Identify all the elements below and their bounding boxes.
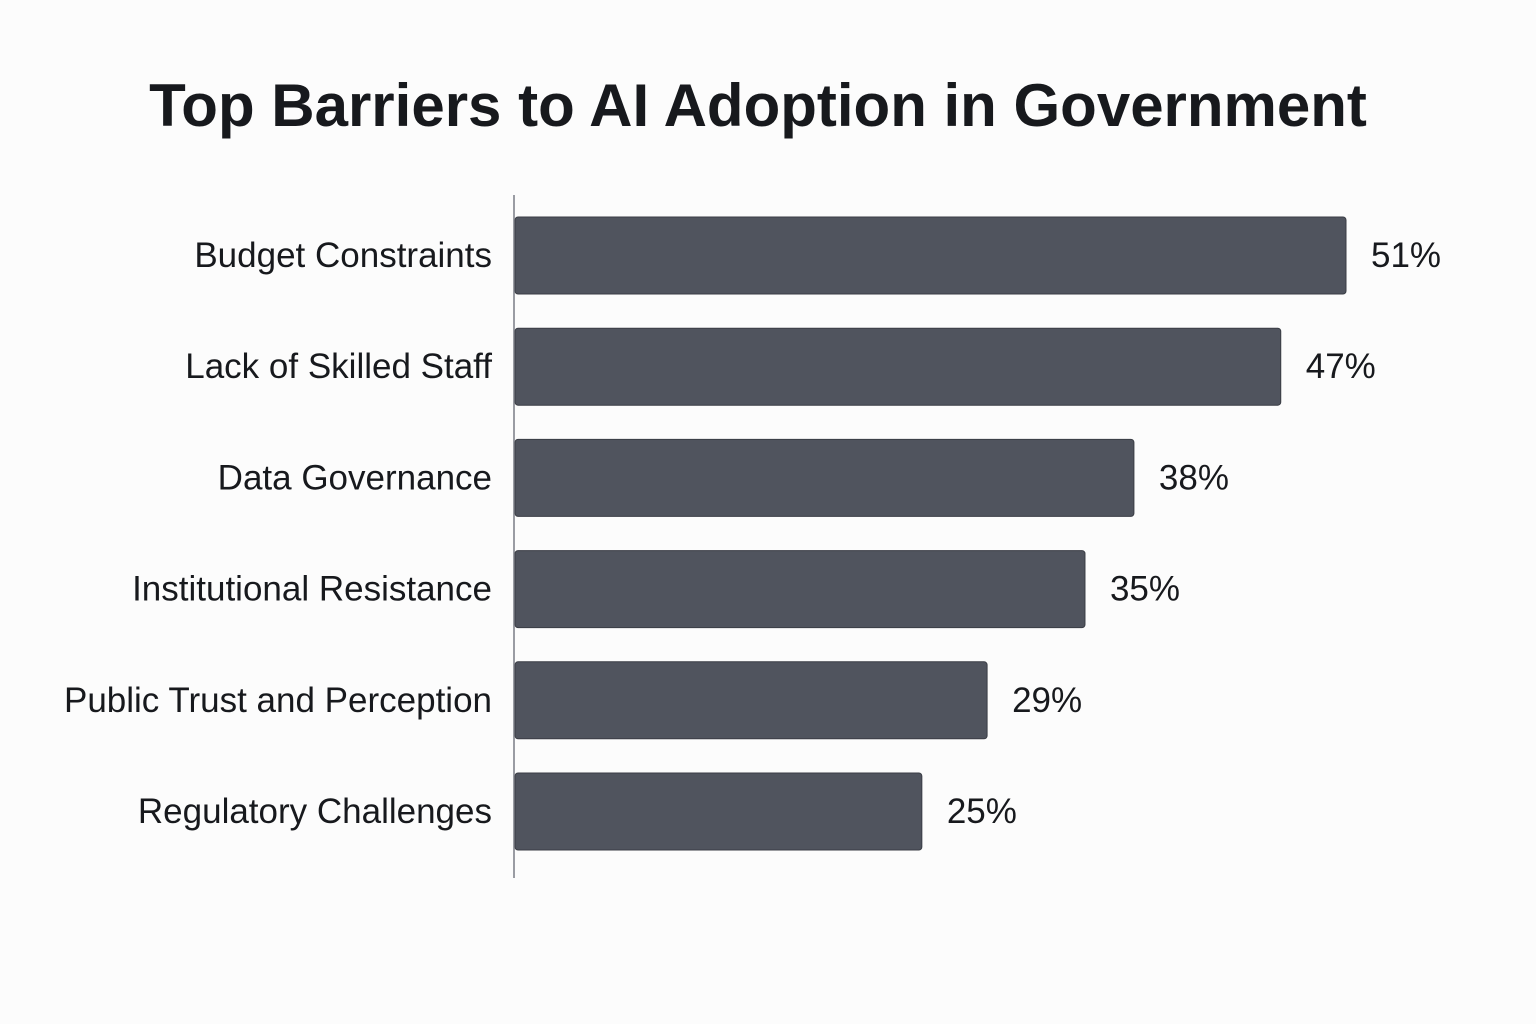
bar-5 [514, 661, 988, 740]
value-label-6: 25% [947, 792, 1017, 831]
category-label-6: Regulatory Challenges [138, 792, 492, 831]
value-label-3: 38% [1159, 458, 1229, 497]
category-label-1: Budget Constraints [194, 236, 492, 275]
value-label-4: 35% [1110, 570, 1180, 609]
bar-1 [514, 216, 1347, 295]
category-label-2: Lack of Skilled Staff [185, 347, 492, 386]
bar-2 [514, 327, 1282, 406]
value-label-1: 51% [1371, 236, 1441, 275]
value-label-2: 47% [1306, 347, 1376, 386]
category-label-5: Public Trust and Perception [64, 681, 492, 720]
category-label-4: Institutional Resistance [132, 570, 492, 609]
bar-6 [514, 772, 923, 851]
value-label-5: 29% [1012, 681, 1082, 720]
bar-4 [514, 550, 1086, 629]
bar-3 [514, 438, 1135, 517]
chart-title: Top Barriers to AI Adoption in Governmen… [149, 72, 1367, 139]
category-label-3: Data Governance [218, 458, 492, 497]
